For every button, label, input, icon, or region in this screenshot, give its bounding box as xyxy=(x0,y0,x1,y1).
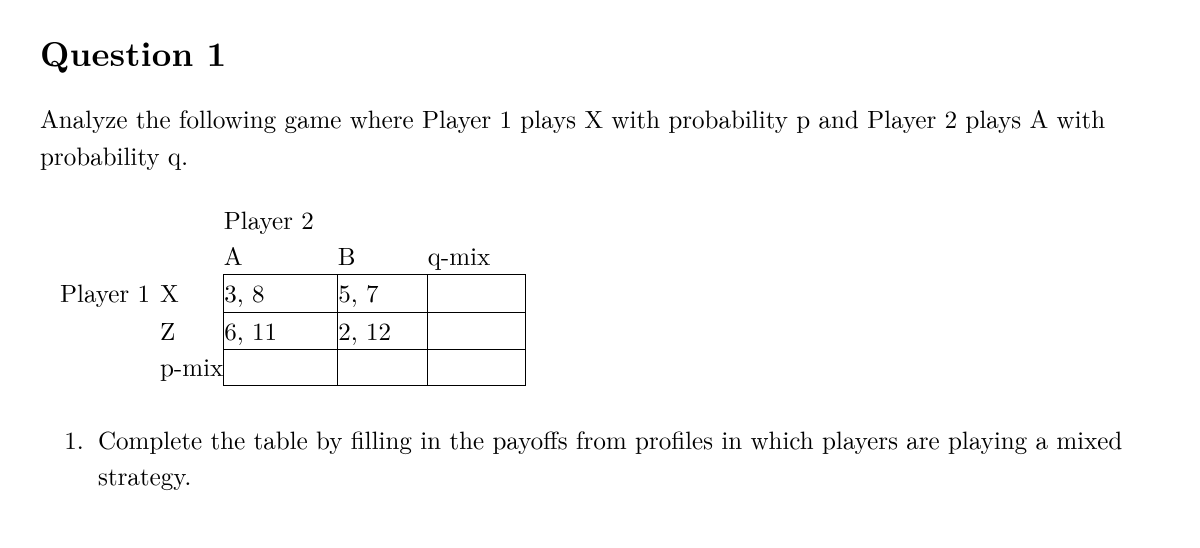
payoff-matrix: Player 2 A B q-mix Player 1 X 3, 8 5, 7 … xyxy=(60,202,1160,386)
cell-z-b: 2, 12 xyxy=(338,312,428,349)
row-header-z: Z xyxy=(160,312,224,349)
cell-pmix-qmix xyxy=(428,349,526,385)
question-title: Question 1 xyxy=(40,28,1160,77)
payoff-table: Player 2 A B q-mix Player 1 X 3, 8 5, 7 … xyxy=(60,202,526,386)
table-row: Z 6, 11 2, 12 xyxy=(60,312,526,349)
player1-label: Player 1 xyxy=(60,275,160,312)
table-row: p-mix xyxy=(60,349,526,385)
cell-pmix-b xyxy=(338,349,428,385)
subquestion-1: Complete the table by filling in the pay… xyxy=(92,422,1160,495)
cell-x-b: 5, 7 xyxy=(338,275,428,312)
col-header-a: A xyxy=(224,238,338,275)
row-header-x: X xyxy=(160,275,224,312)
cell-z-a: 6, 11 xyxy=(224,312,338,349)
subquestion-list: Complete the table by filling in the pay… xyxy=(64,422,1160,495)
row-header-pmix: p-mix xyxy=(160,349,224,385)
cell-z-qmix xyxy=(428,312,526,349)
table-row: Player 1 X 3, 8 5, 7 xyxy=(60,275,526,312)
question-prompt: Analyze the following game where Player … xyxy=(40,101,1160,174)
cell-pmix-a xyxy=(224,349,338,385)
cell-x-qmix xyxy=(428,275,526,312)
col-header-b: B xyxy=(338,238,428,275)
col-header-qmix: q-mix xyxy=(428,238,526,275)
player2-label: Player 2 xyxy=(224,202,526,238)
cell-x-a: 3, 8 xyxy=(224,275,338,312)
